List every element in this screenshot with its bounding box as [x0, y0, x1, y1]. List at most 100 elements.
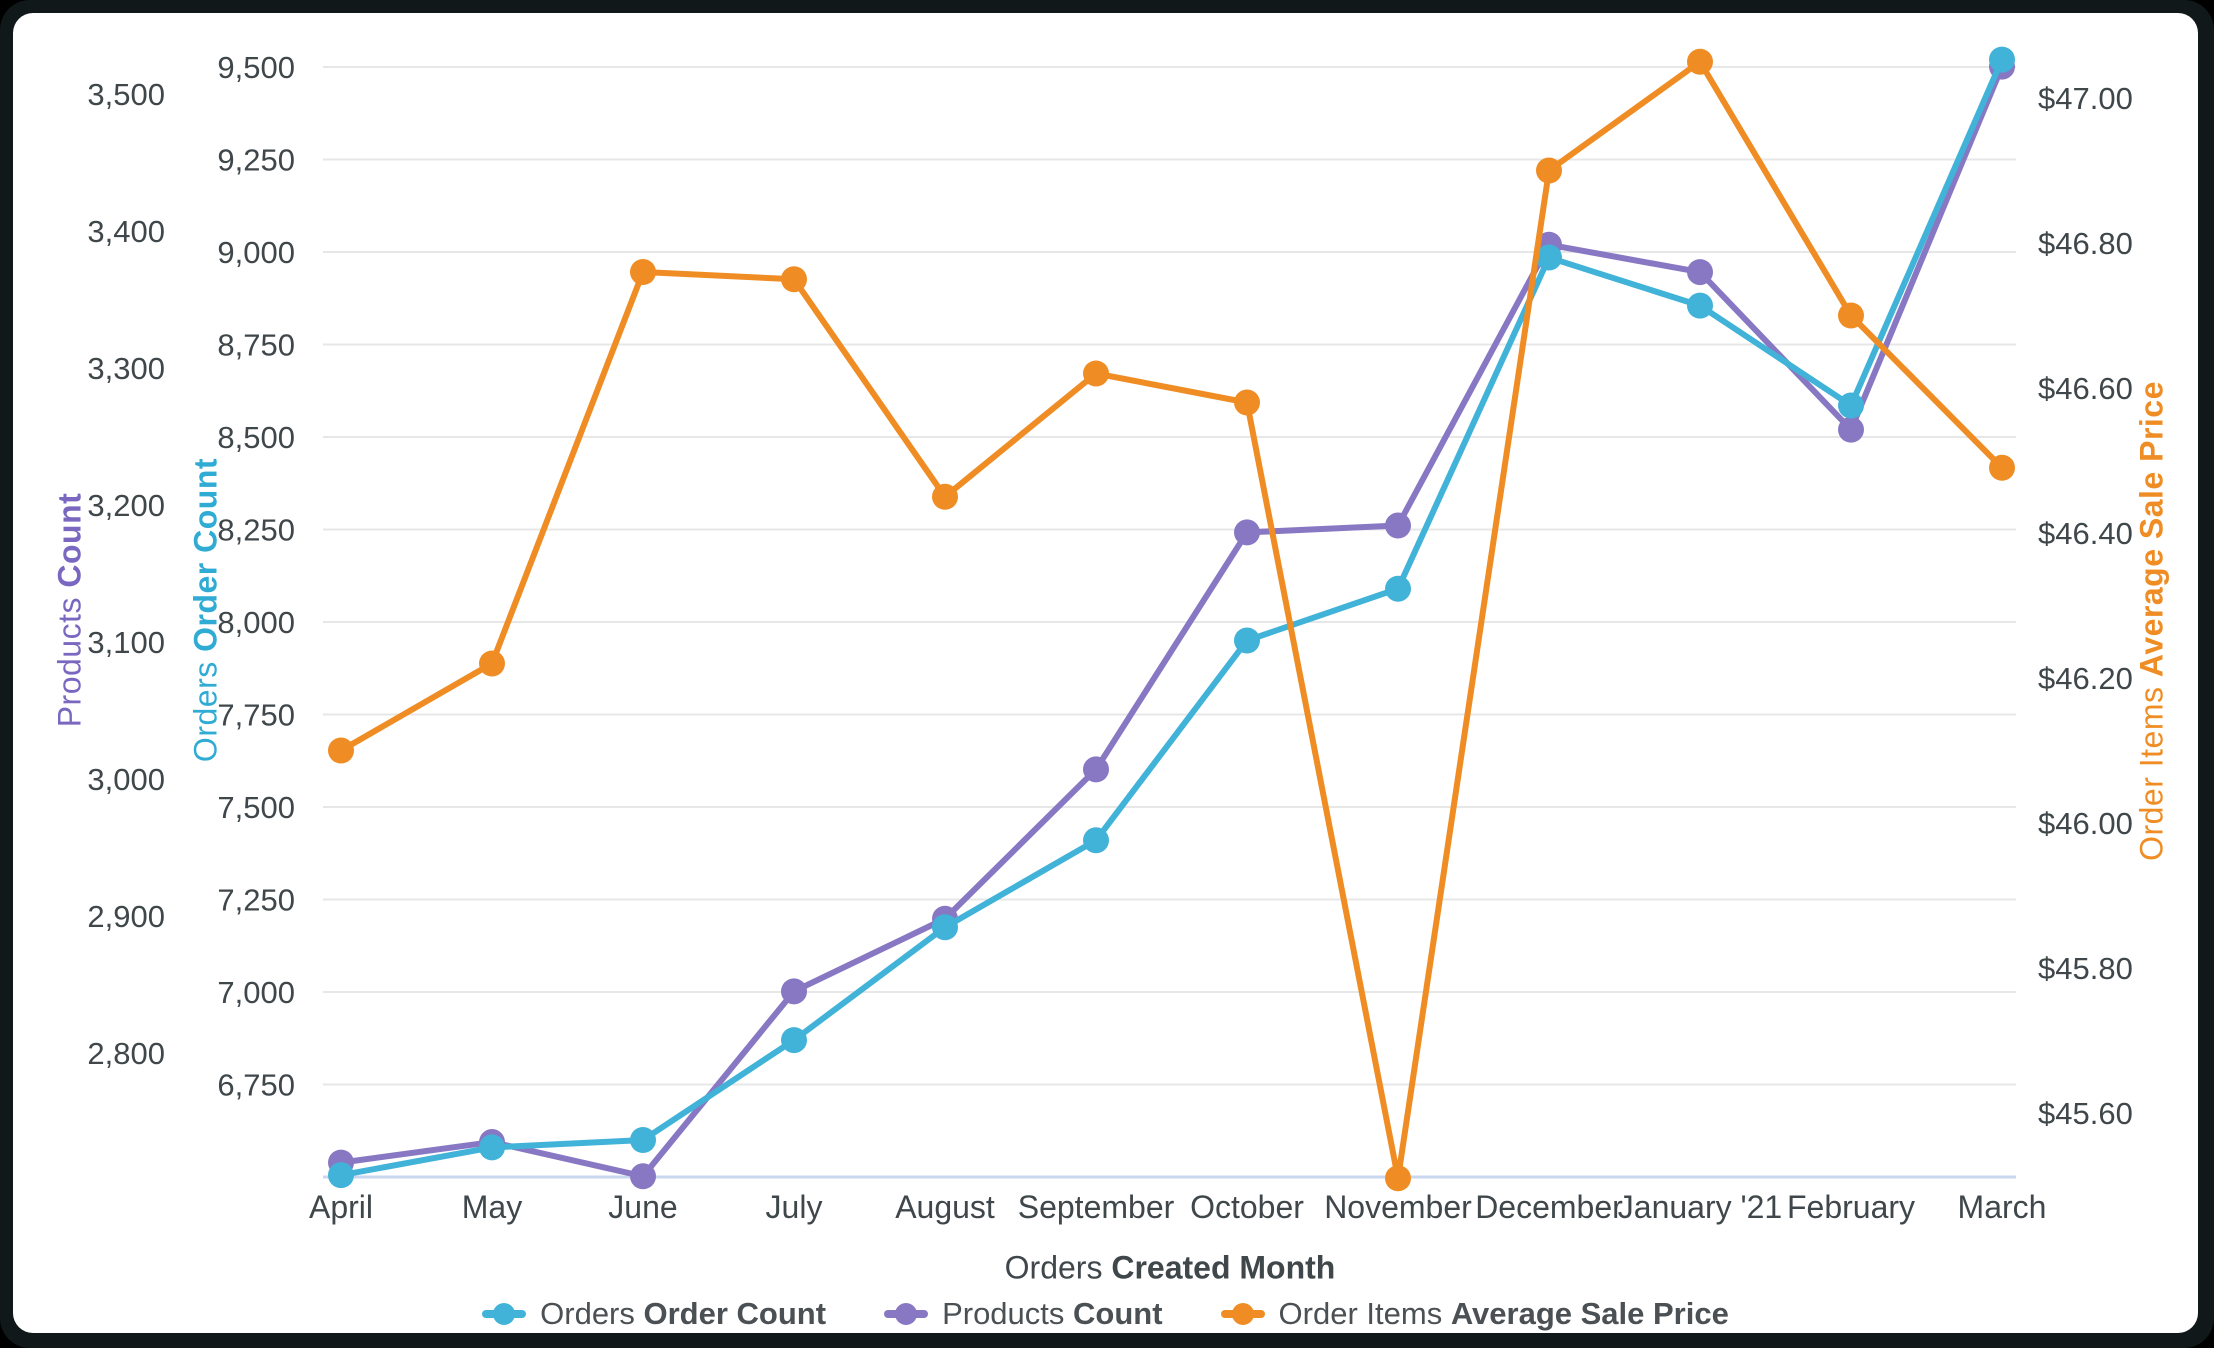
tick-label-price: $47.00 — [2038, 81, 2133, 116]
x-tick-label: April — [309, 1189, 373, 1225]
line-chart: 3,500 3,400 3,300 3,200 3,100 3,000 2,900 2,800… — [87, 46, 2133, 1225]
data-point-orders[interactable] — [479, 1134, 505, 1161]
y-axis-title-orders-bold: Order Count — [187, 457, 224, 652]
legend-item-orders-order-count[interactable]: Orders Order Count — [482, 1296, 826, 1332]
data-point-orders[interactable] — [1838, 392, 1864, 419]
legend-label-price-bold: Average Sale Price — [1450, 1296, 1729, 1331]
tick-label-products: 3,100 — [87, 625, 165, 660]
x-axis-title-regular: Orders — [1004, 1249, 1103, 1286]
y-axis-title-products-count: Products Count — [52, 493, 89, 728]
y-axis-title-average-sale-price: Order Items Average Sale Price — [2134, 381, 2171, 861]
tick-label-orders: 6,750 — [217, 1068, 295, 1103]
series-line-products — [338, 63, 2005, 1180]
tick-label-price: $46.80 — [2038, 226, 2133, 261]
tick-label-price: $46.00 — [2038, 806, 2133, 841]
tick-label-orders: 7,250 — [217, 883, 295, 918]
legend-marker-products-icon — [884, 1303, 929, 1325]
data-point-orders[interactable] — [1385, 575, 1411, 602]
data-point-price[interactable] — [1083, 360, 1109, 387]
data-point-products[interactable] — [1838, 416, 1864, 443]
x-tick-label: June — [608, 1189, 677, 1225]
x-tick-label: August — [895, 1189, 995, 1225]
data-point-price[interactable] — [932, 483, 958, 510]
data-point-price[interactable] — [1838, 302, 1864, 329]
tick-label-orders: 8,500 — [217, 420, 295, 455]
y-axis-title-price-bold: Average Sale Price — [2133, 381, 2170, 678]
y-axis-title-price-regular: Order Items — [2133, 686, 2170, 861]
legend-marker-price-icon — [1220, 1303, 1265, 1325]
x-tick-label: September — [1018, 1189, 1175, 1225]
data-point-products[interactable] — [1687, 259, 1713, 286]
x-axis-title: Orders Created Month — [1005, 1250, 1336, 1287]
data-point-products[interactable] — [1385, 512, 1411, 539]
tick-label-products: 2,900 — [87, 899, 165, 934]
data-point-orders[interactable] — [1234, 627, 1260, 654]
tick-label-orders: 7,750 — [217, 698, 295, 733]
x-tick-label: February — [1787, 1189, 1915, 1225]
x-tick-label: January '21 — [1618, 1189, 1782, 1225]
tick-label-price: $45.80 — [2038, 951, 2133, 986]
tick-label-orders: 8,750 — [217, 328, 295, 363]
tick-label-price: $45.60 — [2038, 1096, 2133, 1131]
data-point-products[interactable] — [630, 1163, 656, 1190]
x-tick-label: December — [1475, 1189, 1623, 1225]
data-point-price[interactable] — [781, 266, 807, 293]
tick-label-products: 2,800 — [87, 1036, 165, 1071]
legend-label-products-regular: Products — [942, 1296, 1074, 1331]
x-tick-label: November — [1324, 1189, 1472, 1225]
data-point-orders[interactable] — [630, 1127, 656, 1153]
legend-label-price: Order Items Average Sale Price — [1279, 1296, 1729, 1332]
data-point-orders[interactable] — [1989, 46, 2015, 73]
legend-label-orders-regular: Orders — [540, 1296, 644, 1331]
tick-label-products: 3,300 — [87, 351, 165, 386]
y-axis-title-products-regular: Products — [51, 597, 88, 728]
data-point-price[interactable] — [1385, 1165, 1411, 1192]
legend-marker-orders-icon — [482, 1303, 527, 1325]
series-line-orders — [338, 56, 2005, 1179]
data-point-products[interactable] — [1083, 756, 1109, 783]
data-point-price[interactable] — [1234, 389, 1260, 416]
legend-label-price-regular: Order Items — [1278, 1296, 1451, 1331]
tick-label-orders: 7,000 — [217, 975, 295, 1010]
data-point-products[interactable] — [781, 978, 807, 1005]
data-point-orders[interactable] — [1687, 292, 1713, 319]
y-axis-title-orders-order-count: Orders Order Count — [188, 458, 225, 762]
legend-label-orders-bold: Order Count — [643, 1296, 827, 1331]
y-axis-title-products-bold: Count — [51, 492, 88, 588]
x-tick-label: March — [1958, 1189, 2047, 1225]
tick-label-orders: 8,000 — [217, 605, 295, 640]
y-axis-title-orders-regular: Orders — [187, 661, 224, 763]
data-point-price[interactable] — [479, 650, 505, 677]
tick-label-price: $46.20 — [2038, 661, 2133, 696]
data-point-orders[interactable] — [1083, 827, 1109, 854]
data-point-price[interactable] — [630, 259, 656, 285]
tick-label-orders: 9,250 — [217, 143, 295, 178]
data-point-price[interactable] — [1536, 157, 1562, 184]
tick-label-price: $46.60 — [2038, 371, 2133, 406]
data-point-orders[interactable] — [1536, 244, 1562, 271]
data-point-price[interactable] — [1989, 454, 2015, 481]
tick-label-products: 3,000 — [87, 762, 165, 797]
legend-label-products: Products Count — [942, 1296, 1162, 1332]
data-point-orders[interactable] — [328, 1162, 354, 1189]
legend-label-products-bold: Count — [1073, 1296, 1163, 1331]
data-point-orders[interactable] — [781, 1027, 807, 1054]
legend-item-average-sale-price[interactable]: Order Items Average Sale Price — [1220, 1296, 1729, 1332]
legend-label-orders: Orders Order Count — [540, 1296, 826, 1332]
tick-label-orders: 8,250 — [217, 513, 295, 548]
data-point-price[interactable] — [328, 737, 354, 764]
tick-label-orders: 9,500 — [217, 50, 295, 85]
series-line-price — [338, 58, 2005, 1182]
legend-item-products-count[interactable]: Products Count — [884, 1296, 1163, 1332]
x-tick-label: May — [462, 1189, 522, 1225]
tick-label-products: 3,500 — [87, 77, 165, 112]
tick-label-price: $46.40 — [2038, 516, 2133, 551]
data-point-price[interactable] — [1687, 48, 1713, 75]
tick-label-products: 3,200 — [87, 488, 165, 523]
tick-label-orders: 7,500 — [217, 790, 295, 825]
data-point-orders[interactable] — [932, 914, 958, 941]
data-point-products[interactable] — [1234, 519, 1260, 546]
x-tick-label: July — [766, 1189, 823, 1225]
x-tick-label: October — [1190, 1189, 1304, 1225]
